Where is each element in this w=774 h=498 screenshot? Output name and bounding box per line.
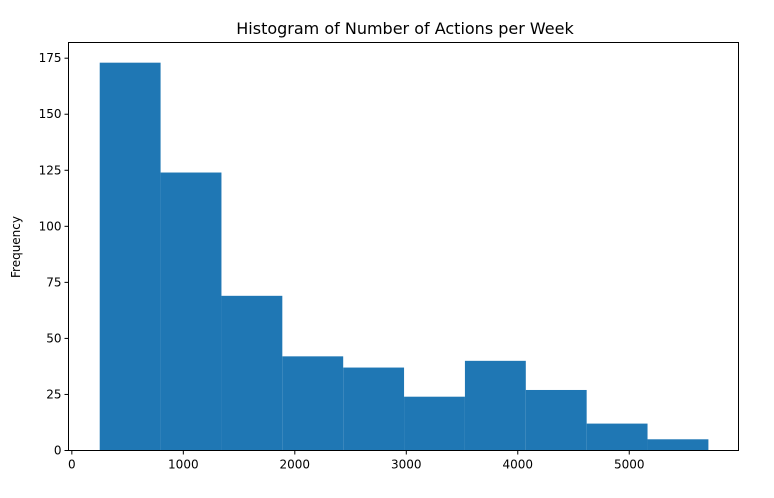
histogram-bar [586,423,648,451]
x-axis: 0 1000 2000 3000 4000 5000 [68,450,645,472]
histogram-bar [160,172,222,451]
plot-frame [68,42,739,451]
y-tick-label: 150 [39,107,62,121]
x-tick-label: 1000 [168,458,199,472]
y-axis: 0 25 50 75 100 125 150 175 [39,51,69,458]
x-tick-label: 5000 [614,458,645,472]
bars-group [99,62,709,451]
histogram-bar [99,62,161,451]
histogram-bar [282,356,344,451]
y-tick-label: 175 [39,51,62,65]
y-axis-label: Frequency [9,216,23,278]
histogram-bar [221,295,283,451]
histogram-bar [404,396,465,451]
x-tick-label: 0 [68,458,76,472]
x-tick-label: 3000 [391,458,422,472]
histogram-bar [525,389,587,451]
histogram-bar [464,360,526,451]
histogram-bar [647,439,709,451]
y-tick-label: 125 [39,163,62,177]
y-tick-label: 25 [46,387,61,401]
histogram-bar [343,367,405,451]
x-tick-label: 4000 [502,458,533,472]
chart-title: Histogram of Number of Actions per Week [236,19,574,38]
y-tick-label: 100 [39,219,62,233]
y-tick-label: 75 [46,275,61,289]
y-tick-label: 50 [46,331,61,345]
x-tick-label: 2000 [280,458,311,472]
y-tick-label: 0 [54,444,62,458]
